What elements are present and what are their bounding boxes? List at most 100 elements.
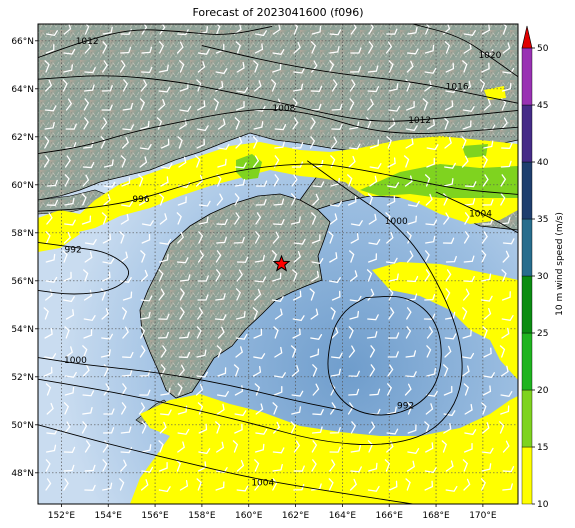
wind-barb-icon xyxy=(273,386,283,396)
wind-barb-icon xyxy=(445,62,455,73)
wind-barb-icon xyxy=(254,43,264,54)
isobar-line xyxy=(201,45,518,104)
colorbar-tick-label: 40 xyxy=(537,158,549,168)
lon-tick-label: 152°E xyxy=(48,511,76,521)
wind-barb-icon xyxy=(424,80,432,92)
wind-barb-icon xyxy=(158,486,171,493)
wind-barb-icon xyxy=(349,310,360,320)
wind-barb-icon xyxy=(405,326,412,339)
wind-barb-icon xyxy=(388,273,399,282)
wind-barb-icon xyxy=(348,370,360,377)
wind-barb-icon xyxy=(424,269,431,282)
wind-barb-icon xyxy=(349,66,362,73)
wind-barb-icon xyxy=(122,102,134,111)
wind-barb-icon xyxy=(384,459,391,472)
wind-barb-icon xyxy=(483,347,492,358)
wind-barb-icon xyxy=(235,41,242,54)
wind-barb-icon xyxy=(177,383,183,396)
colorbar-extend-arrow xyxy=(521,25,533,49)
wind-barb-icon xyxy=(195,174,204,187)
wind-barb-icon xyxy=(292,328,301,339)
wind-barb-icon xyxy=(311,25,322,35)
wind-barb-icon xyxy=(103,181,116,188)
wind-barb-icon xyxy=(444,41,451,54)
wind-barb-icon xyxy=(348,388,360,396)
wind-barb-icon xyxy=(406,275,419,283)
wind-barb-icon xyxy=(82,407,93,415)
wind-barb-icon xyxy=(463,288,470,301)
wind-barb-icon xyxy=(424,467,437,474)
wind-barb-icon xyxy=(367,65,379,73)
wind-barb-icon xyxy=(406,60,414,73)
wind-barb-icon xyxy=(369,388,381,396)
wind-barb-icon xyxy=(312,383,320,396)
wind-barb-icon xyxy=(482,326,488,339)
wind-barb-icon xyxy=(255,199,267,206)
wind-barb-icon xyxy=(330,200,342,207)
wind-barb-icon xyxy=(349,250,355,263)
wind-barb-icon xyxy=(64,326,70,339)
wind-barb-icon xyxy=(501,117,508,130)
wind-barb-icon xyxy=(141,46,153,54)
wind-barb-icon xyxy=(254,383,261,396)
wind-barb-icon xyxy=(253,328,263,339)
isobar-line xyxy=(327,295,442,416)
wind-barb-icon xyxy=(44,353,57,360)
wind-barb-icon xyxy=(350,24,357,35)
wind-barb-icon xyxy=(234,193,240,206)
wind-barb-icon xyxy=(236,269,243,282)
wind-barb-icon xyxy=(120,426,132,434)
wind-barb-icon xyxy=(100,136,106,149)
wind-barb-icon xyxy=(140,311,151,320)
wind-barb-icon xyxy=(179,82,189,92)
wind-barb-icon xyxy=(140,120,150,130)
wind-barb-icon xyxy=(215,43,225,54)
wind-barb-icon xyxy=(426,157,435,168)
wind-barb-icon xyxy=(483,140,494,149)
wind-barb-icon xyxy=(235,136,243,149)
wind-barb-icon xyxy=(158,269,164,282)
red-star-icon xyxy=(272,254,291,272)
wind-barb-icon xyxy=(197,307,204,320)
latitude-ticks: 48°N 50°N 52°N 54°N 56°N 58°N 60°N 62°N 64°N 66°N xyxy=(11,37,38,479)
wind-barb-icon xyxy=(255,180,268,187)
wind-barb-icon xyxy=(368,239,381,246)
wind-barb-icon xyxy=(329,46,340,54)
wind-barb-icon xyxy=(407,26,418,35)
wind-barb-icon xyxy=(139,345,146,358)
wind-barb-icon xyxy=(215,481,225,491)
wind-barb-icon xyxy=(234,117,241,130)
wind-barb-icon xyxy=(386,428,399,435)
wind-barb-icon xyxy=(367,288,375,301)
wind-barb-icon xyxy=(388,288,394,301)
wind-barb-icon xyxy=(158,193,165,206)
wind-barb-icon xyxy=(441,440,448,453)
isobar-label: 1000 xyxy=(385,217,408,227)
wind-barb-icon xyxy=(461,136,467,149)
marker-layer xyxy=(272,254,291,272)
wind-barb-icon xyxy=(216,345,223,358)
wind-barb-icon xyxy=(65,123,77,130)
wind-barb-icon xyxy=(386,406,397,415)
wind-barb-icon xyxy=(255,403,264,415)
wind-barb-icon xyxy=(139,369,151,377)
wind-barb-icon xyxy=(463,231,470,244)
wind-barb-icon xyxy=(44,60,50,73)
wind-barb-icon xyxy=(82,364,90,377)
wind-barb-icon xyxy=(347,195,357,206)
wind-barb-icon xyxy=(404,175,413,187)
wind-barb-icon xyxy=(426,118,436,130)
wind-barb-icon xyxy=(102,41,108,54)
wind-barb-icon xyxy=(43,155,50,168)
wind-barb-icon xyxy=(445,460,454,472)
wind-barb-icon xyxy=(65,346,73,358)
wind-barb-icon xyxy=(234,423,243,434)
wind-barb-icon xyxy=(310,308,319,320)
wind-barb-icon xyxy=(252,155,260,168)
wind-barb-icon xyxy=(102,440,109,453)
wind-barb-icon xyxy=(273,155,280,168)
wind-barb-icon xyxy=(177,441,185,453)
map-area: 1012 1020 1016 1012 1008 996 1000 1004 1000 992 99… xyxy=(38,24,518,504)
wind-barb-icon xyxy=(45,478,52,491)
wind-barb-icon xyxy=(292,269,298,282)
